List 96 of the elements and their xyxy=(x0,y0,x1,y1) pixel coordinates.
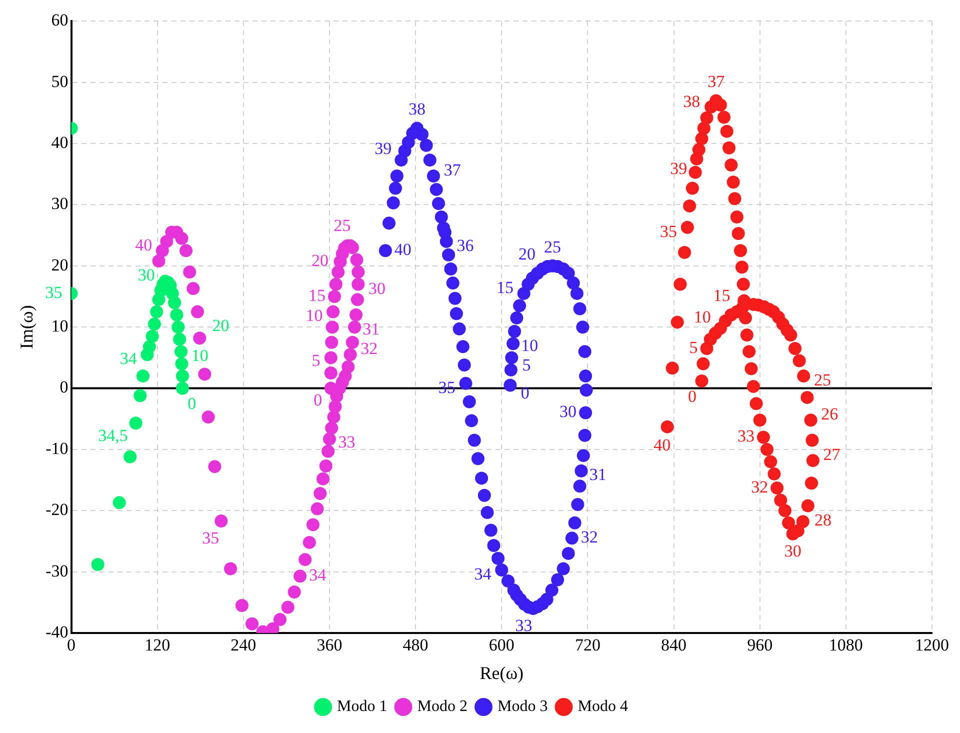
y-tick-label: 30 xyxy=(51,194,68,214)
x-tick-label: 360 xyxy=(316,636,342,655)
annotation: 34 xyxy=(309,566,327,585)
annotation: 5 xyxy=(522,356,531,375)
point xyxy=(134,389,147,402)
annotation: 0 xyxy=(188,394,196,414)
y-tick-label: 50 xyxy=(51,72,68,91)
point xyxy=(140,348,154,362)
point xyxy=(173,332,186,346)
x-tick-label: 1200 xyxy=(915,636,949,655)
annotation: 39 xyxy=(374,139,392,158)
annotation: 30 xyxy=(784,541,802,560)
annotation: 25 xyxy=(544,237,562,256)
annotation: 5 xyxy=(689,338,698,357)
annotation: 10 xyxy=(521,336,538,355)
x-tick-label: 1080 xyxy=(828,636,863,655)
annotation: 38 xyxy=(408,100,426,119)
annotation: 39 xyxy=(670,158,688,178)
y-tick-label: 40 xyxy=(51,133,68,152)
annotation: 30 xyxy=(560,402,577,422)
point xyxy=(146,330,159,343)
annotation: 10 xyxy=(191,346,208,366)
point xyxy=(150,305,164,318)
x-tick-label: 720 xyxy=(574,636,600,655)
annotation: 20 xyxy=(518,244,536,264)
y-tick-label: 60 xyxy=(51,10,68,30)
annotation: 30 xyxy=(138,266,155,285)
y-tick-label: -20 xyxy=(46,500,68,520)
annotation: 31 xyxy=(362,319,380,338)
annotation: 0 xyxy=(314,390,322,410)
annotation: 15 xyxy=(308,286,326,305)
annotation: 34,5 xyxy=(98,426,128,445)
x-tick-label: 480 xyxy=(402,636,428,655)
y-tick-label: -10 xyxy=(46,438,68,458)
annotation: 35 xyxy=(202,528,220,548)
annotation: 33 xyxy=(737,426,754,446)
point xyxy=(129,416,142,430)
annotation: 31 xyxy=(589,465,606,484)
y-axis-title: Im(ω) xyxy=(16,305,37,350)
legend-label: Modo 3 xyxy=(498,698,548,716)
x-tick-label: 840 xyxy=(661,636,687,655)
legend-label: Modo 2 xyxy=(417,698,468,716)
point xyxy=(175,357,188,370)
x-tick-label: 240 xyxy=(230,636,256,655)
point xyxy=(176,370,189,383)
annotation: 40 xyxy=(394,240,412,260)
annotation: 33 xyxy=(515,616,532,635)
point xyxy=(148,318,161,331)
y-tick-label: -40 xyxy=(46,622,68,642)
x-tick-label: 600 xyxy=(488,636,514,655)
y-tick-label: 10 xyxy=(51,316,68,336)
annotation: 30 xyxy=(368,278,386,298)
point xyxy=(172,320,185,334)
annotation: 26 xyxy=(821,404,838,424)
x-axis-title: Re(ω) xyxy=(480,662,524,683)
annotation: 34 xyxy=(120,349,138,368)
annotation: 0 xyxy=(688,386,697,406)
y-tick-label: 0 xyxy=(60,378,68,397)
annotation: 28 xyxy=(814,510,832,530)
annotation: 37 xyxy=(444,160,462,180)
legend-label: Modo 1 xyxy=(337,698,388,716)
annotation: 35 xyxy=(660,222,678,241)
x-tick-label: 960 xyxy=(747,636,773,655)
annotation: 40 xyxy=(654,436,671,455)
point xyxy=(91,558,104,571)
annotation: 5 xyxy=(312,351,320,370)
annotation: 32 xyxy=(751,477,768,496)
x-tick-label: 120 xyxy=(144,636,170,655)
annotation: 27 xyxy=(823,444,841,464)
annotation: 20 xyxy=(312,251,329,270)
annotation: 34 xyxy=(474,564,492,584)
annotation: 37 xyxy=(708,72,726,92)
point xyxy=(152,293,166,306)
point xyxy=(176,382,189,395)
annotation: 40 xyxy=(135,235,152,254)
point xyxy=(170,308,184,322)
point xyxy=(112,496,126,510)
annotation: 20 xyxy=(212,316,230,336)
point xyxy=(174,345,188,358)
annotation: 32 xyxy=(580,528,598,547)
annotation: 15 xyxy=(713,286,730,306)
legend-label: Modo 4 xyxy=(578,698,628,716)
annotation: 25 xyxy=(814,370,831,390)
annotation: 10 xyxy=(306,306,323,326)
annotation: 15 xyxy=(496,278,514,297)
annotation: 33 xyxy=(338,432,356,452)
y-tick-label: -30 xyxy=(46,561,68,580)
annotation: 35 xyxy=(45,282,62,302)
annotation: 38 xyxy=(683,92,700,112)
annotation: 10 xyxy=(694,307,711,326)
point xyxy=(136,370,150,383)
y-tick-label: 20 xyxy=(51,255,68,274)
point xyxy=(124,450,137,464)
annotation: 25 xyxy=(334,216,351,235)
annotation: 36 xyxy=(456,236,474,255)
annotation: 32 xyxy=(360,339,378,358)
